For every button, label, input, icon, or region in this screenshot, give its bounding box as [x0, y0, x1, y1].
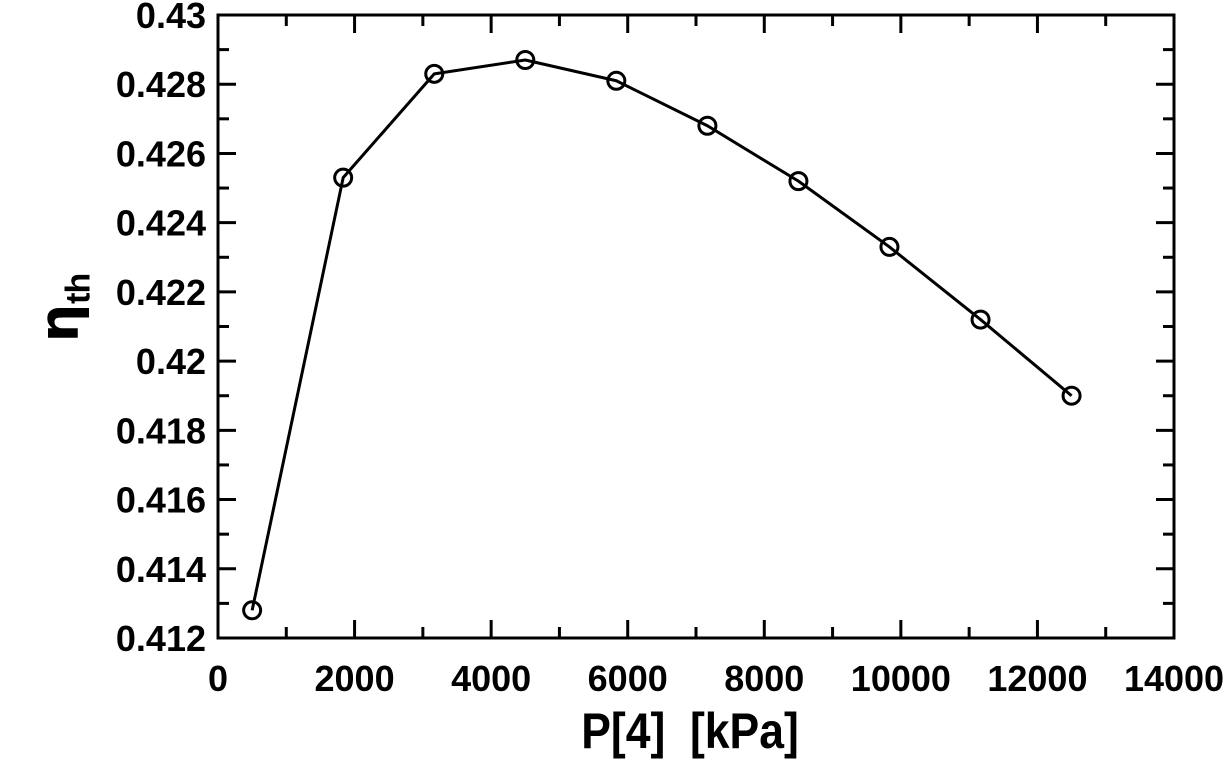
- y-axis-title-subscript: th: [59, 273, 98, 304]
- data-point-marker: [970, 309, 991, 330]
- y-tick-label: 0.426: [116, 133, 206, 174]
- x-tick-label: 6000: [588, 658, 668, 699]
- data-point-marker: [515, 49, 536, 70]
- data-point-marker: [697, 115, 718, 136]
- y-tick-label: 0.43: [136, 0, 206, 36]
- y-tick-label: 0.422: [116, 272, 206, 313]
- y-axis-title: ηth: [28, 273, 98, 343]
- x-tick-label: 4000: [451, 658, 531, 699]
- y-tick-label: 0.418: [116, 410, 206, 451]
- data-point-marker: [1061, 385, 1082, 406]
- y-tick-label: 0.42: [136, 341, 206, 382]
- data-point-marker: [788, 171, 809, 192]
- y-tick-label: 0.424: [116, 203, 206, 244]
- x-axis-title: P[4] [kPa]: [581, 703, 799, 759]
- x-tick-label: 0: [208, 658, 228, 699]
- data-point-marker: [424, 63, 445, 84]
- x-tick-label: 10000: [851, 658, 951, 699]
- y-tick-label: 0.414: [116, 549, 206, 590]
- y-tick-label: 0.428: [116, 64, 206, 105]
- series-line: [250, 58, 1073, 611]
- x-tick-label: 8000: [724, 658, 804, 699]
- plot-frame: [216, 13, 1176, 640]
- x-tick-label: 12000: [987, 658, 1087, 699]
- data-point-marker: [333, 167, 354, 188]
- x-tick-label: 14000: [1124, 658, 1224, 699]
- y-axis-title-symbol: η: [27, 303, 91, 343]
- data-point-marker: [606, 70, 627, 91]
- x-tick-label: 2000: [315, 658, 395, 699]
- y-tick-label: 0.412: [116, 618, 206, 659]
- data-point-marker: [879, 236, 900, 257]
- y-tick-label: 0.416: [116, 480, 206, 521]
- data-point-marker: [242, 600, 263, 621]
